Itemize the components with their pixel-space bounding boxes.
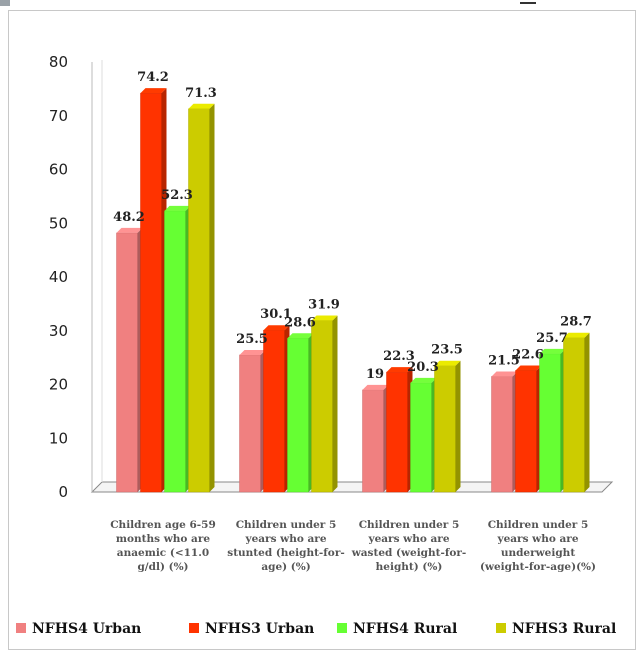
y-tick-label: 20 [49, 376, 68, 394]
y-tick-label: 60 [49, 161, 68, 179]
bar-top [116, 227, 143, 233]
window-minimize-mark [520, 2, 536, 4]
bar-top [434, 360, 461, 366]
bar-top [140, 88, 167, 94]
bar [386, 371, 408, 493]
bar-side [584, 332, 590, 492]
data-label: 30.1 [260, 307, 292, 322]
bar-top [239, 349, 266, 355]
legend-label: NFHS4 Rural [353, 621, 457, 637]
bar-top [491, 371, 518, 377]
bar-top [515, 365, 542, 371]
bar-side [455, 360, 461, 492]
y-tick-label: 30 [49, 322, 68, 340]
bar-side [209, 103, 215, 492]
bar-top [539, 348, 566, 354]
y-tick-label: 80 [49, 53, 68, 71]
data-label: 74.2 [137, 70, 169, 85]
data-label: 28.6 [284, 315, 316, 330]
y-tick-label: 70 [49, 107, 68, 125]
data-label: 20.3 [407, 360, 439, 375]
axis-layer: 0 10 20 30 40 50 60 70 80 [49, 53, 614, 501]
data-label: 28.7 [560, 315, 592, 330]
category-label: Children under 5 years who are wasted (wei… [351, 519, 467, 573]
bar-top [410, 377, 437, 383]
bar [239, 354, 261, 493]
bar-top [263, 325, 290, 331]
data-label: 19 [366, 367, 384, 382]
bar [287, 338, 309, 493]
data-label: 23.5 [431, 343, 463, 358]
data-label: 48.2 [113, 210, 145, 225]
y-tick-label: 40 [49, 268, 68, 286]
bar-top [164, 205, 191, 211]
bar [311, 320, 333, 493]
y-tick-label: 10 [49, 429, 68, 447]
bar-layer [116, 88, 590, 493]
y-tick-label: 50 [49, 214, 68, 232]
legend-swatch [337, 623, 347, 633]
bar [164, 210, 186, 493]
bar-side [332, 315, 338, 492]
legend-label: NFHS4 Urban [32, 621, 141, 637]
bar [539, 353, 561, 493]
bar [188, 108, 210, 493]
bar [515, 370, 537, 493]
data-label: 21.5 [488, 353, 520, 368]
bar [116, 232, 138, 493]
data-label: 25.7 [536, 331, 568, 346]
legend-label: NFHS3 Rural [512, 621, 616, 637]
bar [410, 382, 432, 493]
label-layer: 48.2 74.2 52.3 71.3 Children age 6-59 months … [110, 70, 596, 573]
legend-swatch [496, 623, 506, 633]
data-label: 22.3 [383, 349, 415, 364]
bar [491, 376, 513, 493]
data-label: 52.3 [161, 188, 193, 203]
y-tick-label: 0 [58, 483, 68, 501]
legend: NFHS4 Urban NFHS3 Urban NFHS4 Rural NFHS3 R… [16, 621, 616, 637]
data-label: 31.9 [308, 298, 340, 313]
legend-swatch [189, 623, 199, 633]
data-label: 25.5 [236, 332, 268, 347]
bar-top [311, 315, 338, 321]
legend-label: NFHS3 Urban [205, 621, 314, 637]
bar-top [287, 333, 314, 339]
bar [362, 389, 384, 493]
category-label: Children under 5 years who are underweight… [480, 519, 596, 573]
bar [434, 365, 456, 493]
data-label: 22.6 [512, 348, 544, 363]
data-label: 71.3 [185, 86, 217, 101]
category-label: Children age 6-59 months who are anaemic (… [110, 519, 216, 573]
bar-top [188, 103, 215, 109]
bar [263, 329, 285, 493]
bar-top [563, 332, 590, 338]
legend-swatch [16, 623, 26, 633]
bar-top [362, 384, 389, 390]
bar-top [386, 367, 413, 373]
category-label: Children under 5 years who are stunted (he… [227, 519, 344, 573]
bar [140, 92, 162, 493]
window-corner-mark [0, 0, 10, 6]
chart-floor [90, 481, 614, 493]
bar [563, 337, 585, 493]
